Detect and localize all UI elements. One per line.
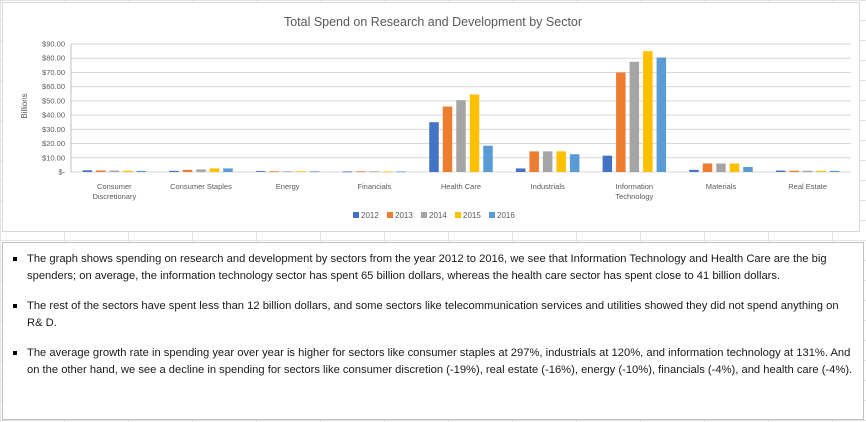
y-tick-label: $90.00 [42, 40, 65, 49]
y-axis-ticks: $- $10.00 $20.00 $30.00 $40.00 $50.00 $60.00 $7… [42, 40, 65, 177]
y-tick-label: $50.00 [42, 96, 65, 105]
notes-textbox[interactable]: The graph shows spending on research and… [2, 242, 864, 420]
bar-2015 [556, 151, 566, 172]
x-category-label: Energy [276, 182, 300, 191]
bar-2014 [369, 171, 380, 173]
bar-2012 [775, 170, 786, 172]
bullet-marker [13, 304, 17, 308]
x-category-label: Information [616, 182, 654, 191]
y-tick-label: $70.00 [42, 68, 65, 77]
bar-2015 [296, 171, 306, 173]
legend-swatch-2013 [387, 212, 393, 218]
bar-2016 [396, 171, 407, 173]
bar-2014 [629, 61, 640, 172]
legend-swatch-2012 [353, 212, 359, 218]
legend-label-2015: 2015 [463, 211, 481, 220]
bar-2015 [469, 94, 480, 172]
bar-2013 [789, 170, 799, 172]
bar-2012 [602, 155, 613, 172]
bar-2015 [123, 170, 133, 172]
x-category-label: Discretionary [92, 192, 136, 201]
bar-2013 [442, 106, 453, 172]
bar-2012 [429, 122, 439, 172]
bar-2012 [169, 170, 179, 172]
bar-2013 [96, 170, 106, 172]
chart-title: Total Spend on Research and Development … [284, 15, 582, 29]
x-category-label: Consumer [97, 182, 132, 191]
bar-2013 [182, 169, 193, 172]
bar-2016 [656, 57, 667, 173]
bar-2016 [483, 145, 493, 172]
bullet-marker [13, 351, 17, 355]
bar-2013 [529, 151, 539, 172]
bar-2015 [209, 168, 220, 172]
y-tick-label: $30.00 [42, 125, 65, 134]
bar-2014 [282, 171, 293, 173]
bars [82, 51, 840, 173]
y-tick-label: $10.00 [42, 153, 65, 162]
x-category-label: Materials [706, 182, 737, 191]
bar-2016 [743, 167, 753, 172]
bar-2012 [515, 168, 526, 172]
bar-2013 [269, 171, 279, 173]
y-axis-label: Billions [20, 93, 29, 118]
bar-2013 [702, 163, 713, 172]
chart-area[interactable]: Total Spend on Research and Development … [2, 2, 860, 232]
legend-swatch-2016 [489, 212, 495, 218]
note-text-3: The average growth rate in spending year… [27, 347, 853, 376]
bar-2016 [569, 154, 580, 172]
bar-2016 [136, 170, 147, 172]
bar-2012 [689, 169, 699, 172]
y-tick-label: $20.00 [42, 139, 65, 148]
x-category-label: Technology [615, 192, 653, 201]
bar-2012 [255, 171, 266, 172]
note-text-2: The rest of the sectors have spent less … [27, 300, 839, 329]
legend-swatch-2014 [421, 212, 427, 218]
bar-2016 [309, 171, 320, 173]
x-category-label: Consumer Staples [170, 182, 232, 191]
bar-2014 [802, 170, 813, 172]
bar-2014 [716, 163, 726, 172]
bar-2012 [342, 171, 353, 173]
legend-label-2013: 2013 [395, 211, 413, 220]
legend: 2012 2013 2014 2015 2016 [353, 211, 515, 220]
note-bullet-3: The average growth rate in spending year… [13, 345, 853, 379]
y-tick-label: $40.00 [42, 111, 65, 120]
bar-2013 [356, 171, 366, 173]
legend-label-2014: 2014 [429, 211, 447, 220]
bar-2016 [829, 170, 840, 172]
y-tick-label: $- [58, 168, 65, 177]
bar-2016 [223, 168, 233, 172]
bar-2015 [729, 163, 740, 172]
bar-2015 [383, 171, 393, 173]
legend-swatch-2015 [455, 212, 461, 218]
note-bullet-2: The rest of the sectors have spent less … [13, 298, 853, 332]
bar-2014 [456, 100, 466, 172]
bar-2015 [816, 170, 826, 172]
bar-2014 [542, 151, 553, 172]
bar-2013 [616, 72, 626, 172]
x-category-label: Health Care [441, 182, 481, 191]
bar-chart: Total Spend on Research and Development … [20, 15, 851, 220]
y-tick-label: $80.00 [42, 54, 65, 63]
bar-2012 [82, 170, 93, 172]
y-tick-label: $60.00 [42, 82, 65, 91]
note-text-1: The graph shows spending on research and… [27, 253, 827, 282]
bar-2014 [196, 169, 206, 172]
legend-label-2012: 2012 [361, 211, 379, 220]
x-category-label: Industrials [531, 182, 565, 191]
bar-2014 [109, 170, 120, 172]
legend-label-2016: 2016 [497, 211, 515, 220]
note-bullet-1: The graph shows spending on research and… [13, 251, 853, 285]
x-category-label: Real Estate [788, 182, 827, 191]
bullet-marker [13, 257, 17, 261]
bar-2015 [643, 51, 653, 172]
x-category-label: Financials [357, 182, 391, 191]
